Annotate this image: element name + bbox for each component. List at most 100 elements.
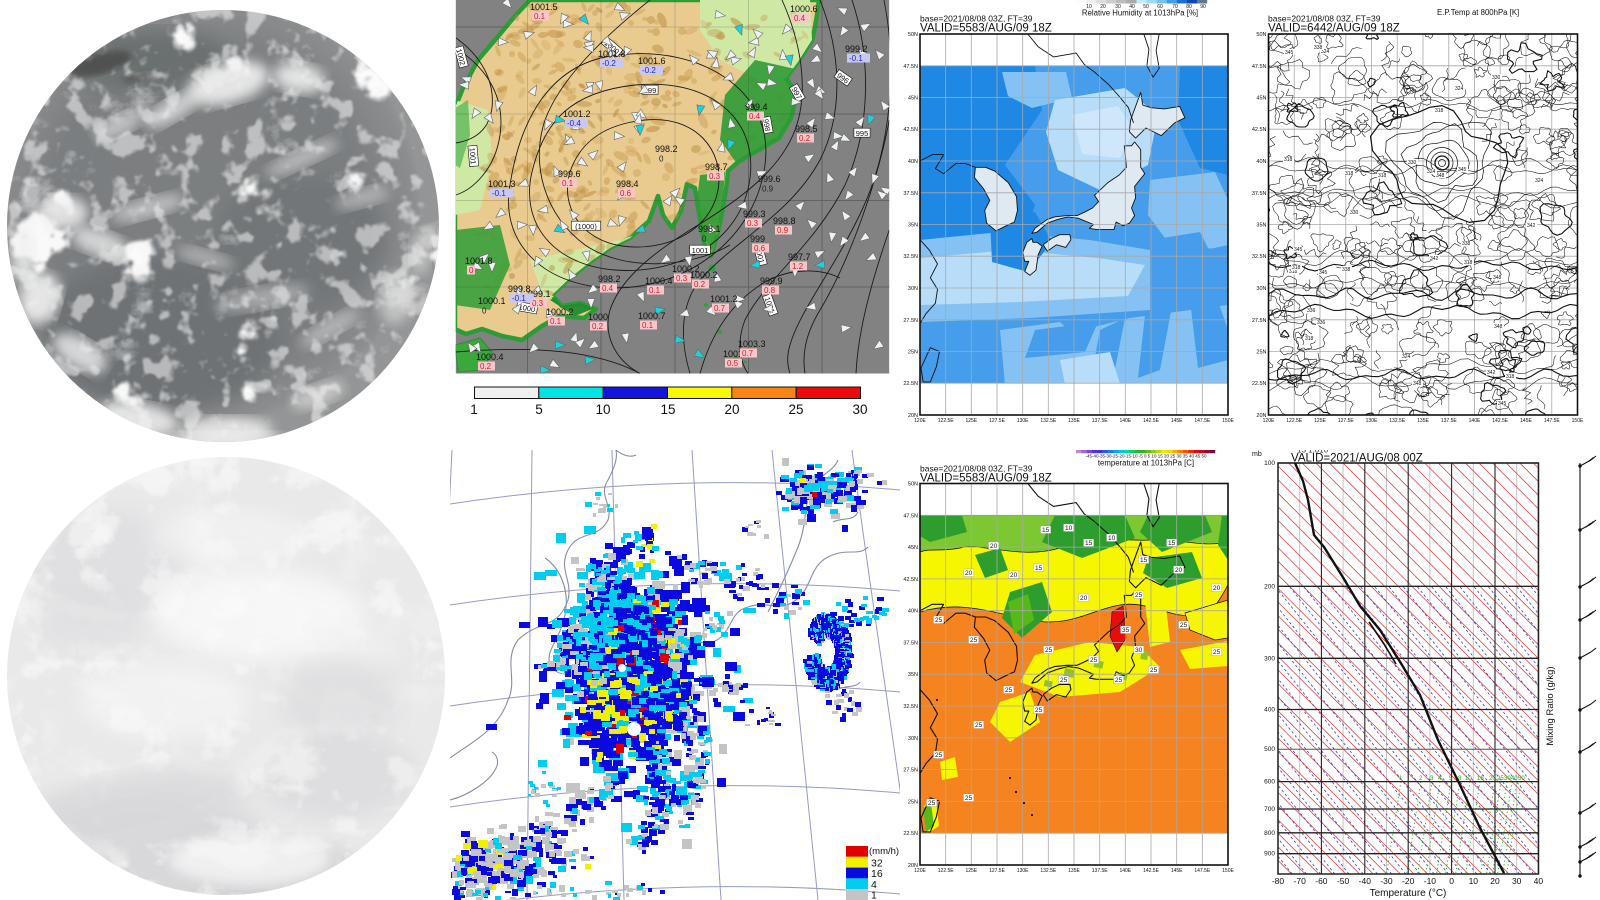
svg-text:42.5N: 42.5N: [903, 127, 918, 133]
svg-text:15 1,010: 15 1,010: [1297, 450, 1329, 455]
svg-text:30: 30: [1135, 647, 1143, 654]
svg-text:800: 800: [1264, 830, 1275, 837]
svg-text:1: 1: [470, 402, 478, 417]
svg-text:-0.2: -0.2: [642, 66, 656, 75]
svg-text:345: 345: [1285, 50, 1294, 56]
svg-text:120E: 120E: [914, 868, 926, 874]
svg-text:40: 40: [1534, 876, 1544, 886]
svg-text:1000: 1000: [518, 302, 536, 314]
svg-text:20: 20: [1080, 595, 1088, 602]
svg-text:32.5N: 32.5N: [903, 254, 918, 260]
svg-text:5: 5: [1449, 776, 1453, 782]
svg-text:1: 1: [1399, 776, 1403, 782]
svg-text:500: 500: [1264, 746, 1275, 753]
svg-text:25N: 25N: [1256, 350, 1266, 356]
svg-text:70: 70: [1172, 4, 1178, 10]
svg-text:1001.8: 1001.8: [465, 256, 493, 266]
svg-text:20: 20: [1175, 567, 1183, 574]
svg-text:998.8: 998.8: [773, 216, 796, 226]
svg-text:30N: 30N: [908, 736, 918, 742]
svg-text:130E: 130E: [1017, 868, 1029, 874]
svg-text:127.5E: 127.5E: [1338, 418, 1355, 424]
svg-text:25: 25: [970, 637, 978, 644]
svg-text:0.7: 0.7: [714, 304, 726, 313]
svg-text:330: 330: [1350, 210, 1359, 216]
svg-text:25: 25: [1060, 677, 1068, 684]
svg-text:0.4: 0.4: [794, 14, 806, 23]
svg-text:5: 5: [535, 402, 543, 417]
svg-text:-0.4: -0.4: [567, 119, 581, 128]
svg-text:130E: 130E: [1017, 418, 1029, 424]
svg-text:35N: 35N: [908, 672, 918, 678]
svg-text:145E: 145E: [1520, 418, 1532, 424]
svg-text:300: 300: [1264, 655, 1275, 662]
svg-text:10: 10: [1465, 776, 1472, 782]
svg-text:0.4: 0.4: [749, 112, 761, 121]
svg-text:10: 10: [595, 402, 610, 417]
svg-text:25: 25: [975, 722, 983, 729]
svg-text:1000.2: 1000.2: [690, 270, 718, 280]
svg-text:330: 330: [1492, 75, 1501, 81]
svg-text:-60: -60: [1315, 876, 1328, 886]
svg-text:330: 330: [1408, 160, 1417, 166]
svg-text:25: 25: [1045, 647, 1053, 654]
svg-text:348: 348: [1436, 173, 1445, 179]
svg-text:1000.6: 1000.6: [790, 4, 818, 14]
svg-text:125E: 125E: [965, 418, 977, 424]
svg-text:122.5E: 122.5E: [1286, 418, 1303, 424]
svg-text:345: 345: [1458, 167, 1467, 173]
svg-text:142.5E: 142.5E: [1143, 418, 1160, 424]
svg-text:1001: 1001: [467, 147, 477, 164]
svg-text:0: 0: [1449, 876, 1454, 886]
svg-text:1001.2: 1001.2: [710, 294, 738, 304]
svg-text:318: 318: [1506, 374, 1515, 380]
svg-text:0.6: 0.6: [754, 244, 766, 253]
svg-text:150E: 150E: [1222, 418, 1234, 424]
svg-text:345: 345: [1294, 247, 1303, 253]
svg-text:25: 25: [935, 617, 943, 624]
svg-text:80: 80: [1186, 4, 1192, 10]
svg-text:150E: 150E: [1222, 868, 1234, 874]
svg-text:VALID=5583/AUG/09 18Z: VALID=5583/AUG/09 18Z: [920, 473, 1052, 485]
svg-text:336: 336: [1307, 308, 1316, 314]
svg-text:25: 25: [965, 795, 973, 802]
svg-text:345: 345: [1498, 401, 1507, 407]
svg-text:140E: 140E: [1119, 868, 1131, 874]
svg-text:35N: 35N: [1256, 223, 1266, 229]
svg-text:15: 15: [1035, 565, 1043, 572]
svg-text:1001.3: 1001.3: [488, 179, 516, 189]
svg-text:25: 25: [1150, 667, 1158, 674]
svg-text:45N: 45N: [908, 545, 918, 551]
svg-text:-50: -50: [1337, 876, 1350, 886]
svg-text:998.5: 998.5: [795, 124, 818, 134]
svg-text:40: 40: [1129, 4, 1135, 10]
svg-text:200: 200: [1264, 583, 1275, 590]
svg-text:10: 10: [1108, 535, 1116, 542]
svg-text:45N: 45N: [908, 96, 918, 102]
svg-text:25: 25: [1005, 687, 1013, 694]
svg-text:1001.6: 1001.6: [638, 56, 666, 66]
svg-text:0.2: 0.2: [799, 134, 811, 143]
svg-text:147.5E: 147.5E: [1194, 418, 1211, 424]
svg-text:E.P.Temp at 800hPa [K]: E.P.Temp at 800hPa [K]: [1437, 8, 1519, 17]
svg-text:15: 15: [1140, 557, 1148, 564]
svg-text:999.6: 999.6: [758, 174, 781, 184]
svg-text:20: 20: [965, 570, 973, 577]
svg-text:(mm/h): (mm/h): [869, 846, 899, 857]
svg-text:338: 338: [1314, 45, 1323, 51]
svg-text:25: 25: [1135, 592, 1143, 599]
svg-text:37.5N: 37.5N: [903, 641, 918, 647]
svg-text:temperature at 1013hPa [C]: temperature at 1013hPa [C]: [1098, 459, 1194, 468]
svg-text:25: 25: [1090, 657, 1098, 664]
svg-text:-0.2: -0.2: [602, 59, 616, 68]
svg-text:999.8: 999.8: [508, 284, 531, 294]
svg-text:324: 324: [1427, 169, 1436, 175]
svg-text:318: 318: [1435, 108, 1444, 114]
svg-text:base=2021/08/08 03Z, FT=39: base=2021/08/08 03Z, FT=39: [920, 14, 1033, 24]
svg-text:147.5E: 147.5E: [1194, 868, 1211, 874]
svg-text:318: 318: [1464, 260, 1473, 266]
svg-text:3: 3: [1430, 776, 1434, 782]
svg-text:999.3: 999.3: [743, 209, 766, 219]
svg-text:60: 60: [1157, 4, 1163, 10]
svg-text:0.9: 0.9: [762, 185, 774, 194]
